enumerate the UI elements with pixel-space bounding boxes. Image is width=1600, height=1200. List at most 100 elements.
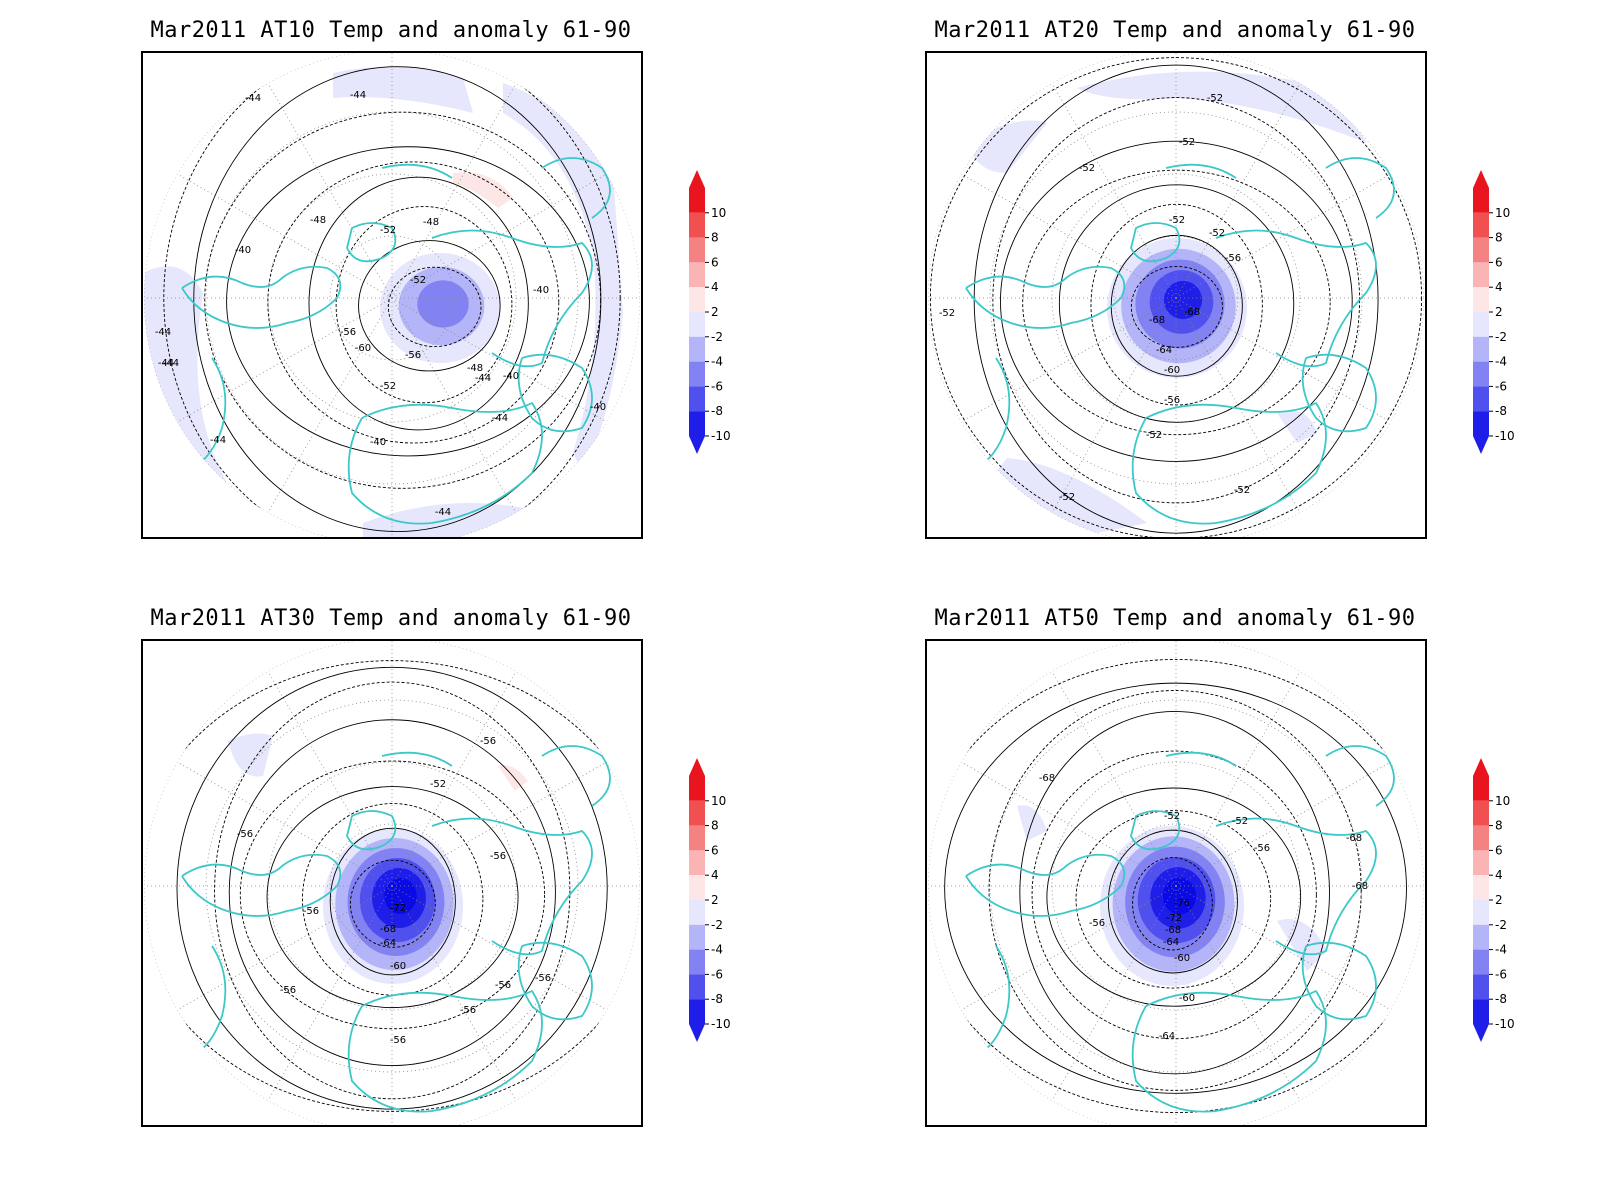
colorbar-tick-label: 10	[711, 206, 726, 220]
longitude-line	[177, 885, 393, 1011]
longitude-line	[1175, 173, 1391, 299]
cold-anomaly-core	[384, 878, 417, 914]
contour-label: -52	[1164, 811, 1180, 822]
colorbar-tick-label: -4	[711, 355, 723, 369]
coastline	[541, 157, 611, 219]
contour-label: -76	[1174, 898, 1190, 909]
coastline	[965, 265, 1126, 329]
warm-anomaly-patch	[453, 172, 513, 208]
colorbar-arrow-up	[1473, 170, 1489, 188]
colorbar-tick-label: 8	[1495, 231, 1503, 245]
contour-label: -52	[1209, 228, 1225, 239]
colorbar-swatch	[1473, 312, 1489, 337]
contour-label: -40	[370, 437, 386, 448]
colorbar-swatch	[689, 974, 705, 1000]
coastline	[181, 853, 342, 917]
contour-label: -44	[158, 358, 174, 369]
coastline	[517, 941, 593, 1021]
cold-anomaly-core	[417, 280, 469, 328]
longitude-line	[1175, 761, 1391, 887]
colorbar-tick-label: -10	[1495, 429, 1515, 443]
colorbar-tick-label: -2	[711, 918, 723, 932]
colorbar-swatch	[689, 875, 705, 900]
temperature-contour	[1046, 787, 1302, 1007]
colorbar-arrow-up	[689, 758, 705, 776]
colorbar-tick-label: -6	[1495, 967, 1507, 981]
colorbar-tick-label: -4	[711, 943, 723, 957]
colorbar-tick-label: 8	[711, 819, 719, 833]
contour-label: -56	[495, 980, 511, 991]
panel-title-at20: Mar2011 AT20 Temp and anomaly 61-90	[934, 18, 1416, 43]
colorbar-tick-label: -2	[711, 330, 723, 344]
colorbar-swatch	[689, 312, 705, 337]
colorbar-swatch	[689, 411, 705, 436]
coastline	[347, 990, 543, 1113]
colorbar-tick-label: -4	[1495, 943, 1507, 957]
contour-label: -60	[1164, 365, 1180, 376]
colorbar-tick-label: -4	[1495, 355, 1507, 369]
longitude-line	[391, 83, 517, 299]
contour-label: -52	[380, 225, 396, 236]
colorbar-tick-label: 10	[711, 794, 726, 808]
coastline	[1301, 353, 1377, 433]
temperature-contour	[228, 719, 556, 1067]
temperature-contour	[929, 57, 1423, 537]
colorbar-tick-label: -8	[711, 992, 723, 1006]
contour-label: -68	[1149, 315, 1165, 326]
colorbar-swatch	[1473, 386, 1489, 412]
temperature-contour	[1031, 750, 1317, 1040]
temperature-contour	[193, 66, 602, 532]
colorbar-tick-label: 2	[1495, 893, 1503, 907]
colorbar-swatch	[1473, 262, 1489, 288]
colorbar-swatch	[1473, 825, 1489, 851]
coastline	[1165, 751, 1237, 767]
anomaly-patch	[1277, 410, 1317, 443]
contour-label: -60	[1174, 953, 1190, 964]
temperature-contour	[335, 206, 513, 404]
contour-label: -64	[380, 938, 396, 949]
temperature-contour	[988, 690, 1362, 1091]
colorbar-swatch	[1473, 949, 1489, 975]
anomaly-patch	[1077, 71, 1367, 143]
coastline	[346, 810, 397, 851]
contour-label: -60	[390, 961, 406, 972]
polar-map-at20: -52 -52 -52 -52 -52 -56 -68 -68 -64 -60 -56 -52 -52 -…	[928, 53, 1424, 537]
longitude-line	[961, 885, 1177, 1011]
contour-label: -52	[430, 779, 446, 790]
colorbar-swatch	[1473, 336, 1489, 362]
temperature-contour	[226, 146, 590, 457]
contour-label: -64	[1163, 937, 1179, 948]
colorbar-swatch	[1473, 188, 1489, 213]
colorbar-swatch	[689, 262, 705, 288]
colorbar-tick-label: -2	[1495, 918, 1507, 932]
contour-label: -48	[467, 363, 483, 374]
contour-label: -56	[460, 1005, 476, 1016]
contour-label: -56	[405, 350, 421, 361]
colorbar-arrow-down	[689, 436, 705, 454]
anomaly-patch	[1277, 919, 1327, 971]
colorbar-arrow-up	[689, 170, 705, 188]
colorbar-tick-label: 8	[711, 231, 719, 245]
temperature-contour	[267, 161, 560, 444]
temperature-contour	[1130, 266, 1223, 348]
contour-label: -56	[303, 906, 319, 917]
contour-label: -56	[1254, 843, 1270, 854]
longitude-line	[1175, 885, 1391, 1011]
contour-label: -52	[1179, 137, 1195, 148]
colorbar-tick-label: 6	[1495, 843, 1503, 857]
cold-anomaly-core	[1163, 280, 1203, 320]
colorbar-swatch	[1473, 361, 1489, 387]
colorbar-swatch	[1473, 875, 1489, 900]
contour-label: -44	[210, 435, 226, 446]
coastline	[347, 402, 543, 525]
colorbar-swatch	[1473, 411, 1489, 436]
coastline	[1131, 990, 1327, 1113]
colorbar-tick-label: 6	[711, 843, 719, 857]
temperature-contour	[1000, 140, 1353, 462]
panel-title-at50: Mar2011 AT50 Temp and anomaly 61-90	[934, 606, 1416, 631]
colorbar-tick-label: 6	[1495, 255, 1503, 269]
contour-label: -56	[1225, 253, 1241, 264]
temperature-contour	[349, 859, 436, 948]
colorbar-at20: 10 8 6 4 2 -2 -4 -6 -8 -10	[1469, 168, 1539, 458]
coastline	[975, 945, 1011, 1057]
